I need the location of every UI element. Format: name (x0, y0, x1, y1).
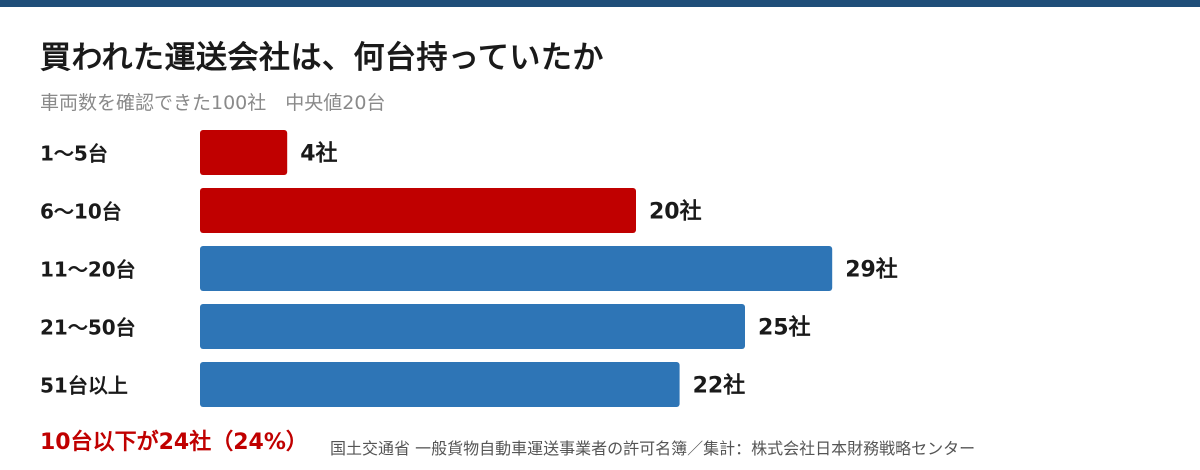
top-accent-bar (0, 0, 1200, 7)
value-label: 20社 (649, 199, 702, 225)
source-note: 国土交通省 一般貨物自動車運送事業者の許可名簿／集計：株式会社日本財務戦略センタ… (330, 439, 976, 458)
category-label: 6〜10台 (40, 200, 122, 224)
category-label: 21〜50台 (40, 316, 136, 340)
chart-subtitle: 車両数を確認できた100社 中央値20台 (40, 92, 386, 114)
category-label: 11〜20台 (40, 258, 136, 282)
chart-footer: 10台以下が24社（24%） 国土交通省 一般貨物自動車運送事業者の許可名簿／集… (40, 424, 975, 458)
value-label: 4社 (300, 141, 337, 167)
bar (200, 362, 680, 407)
category-label: 51台以上 (40, 374, 128, 398)
value-label: 22社 (693, 373, 746, 399)
bar (200, 246, 833, 291)
bar-chart: 1〜5台 4社 6〜10台 20社 11〜20台 29社 21〜50台 25社 51台以上 22社 (40, 130, 898, 407)
bars-layer: 1〜5台 4社 6〜10台 20社 11〜20台 29社 21〜50台 25社 51台以上 22社 (40, 130, 898, 407)
chart-title: 買われた運送会社は、何台持っていたか (40, 40, 604, 76)
bar (200, 188, 636, 233)
category-label: 1〜5台 (40, 142, 108, 166)
value-label: 25社 (758, 315, 811, 341)
bar (200, 304, 745, 349)
bar (200, 130, 288, 175)
value-label: 29社 (845, 257, 898, 283)
summary-note: 10台以下が24社（24%） (40, 430, 308, 455)
